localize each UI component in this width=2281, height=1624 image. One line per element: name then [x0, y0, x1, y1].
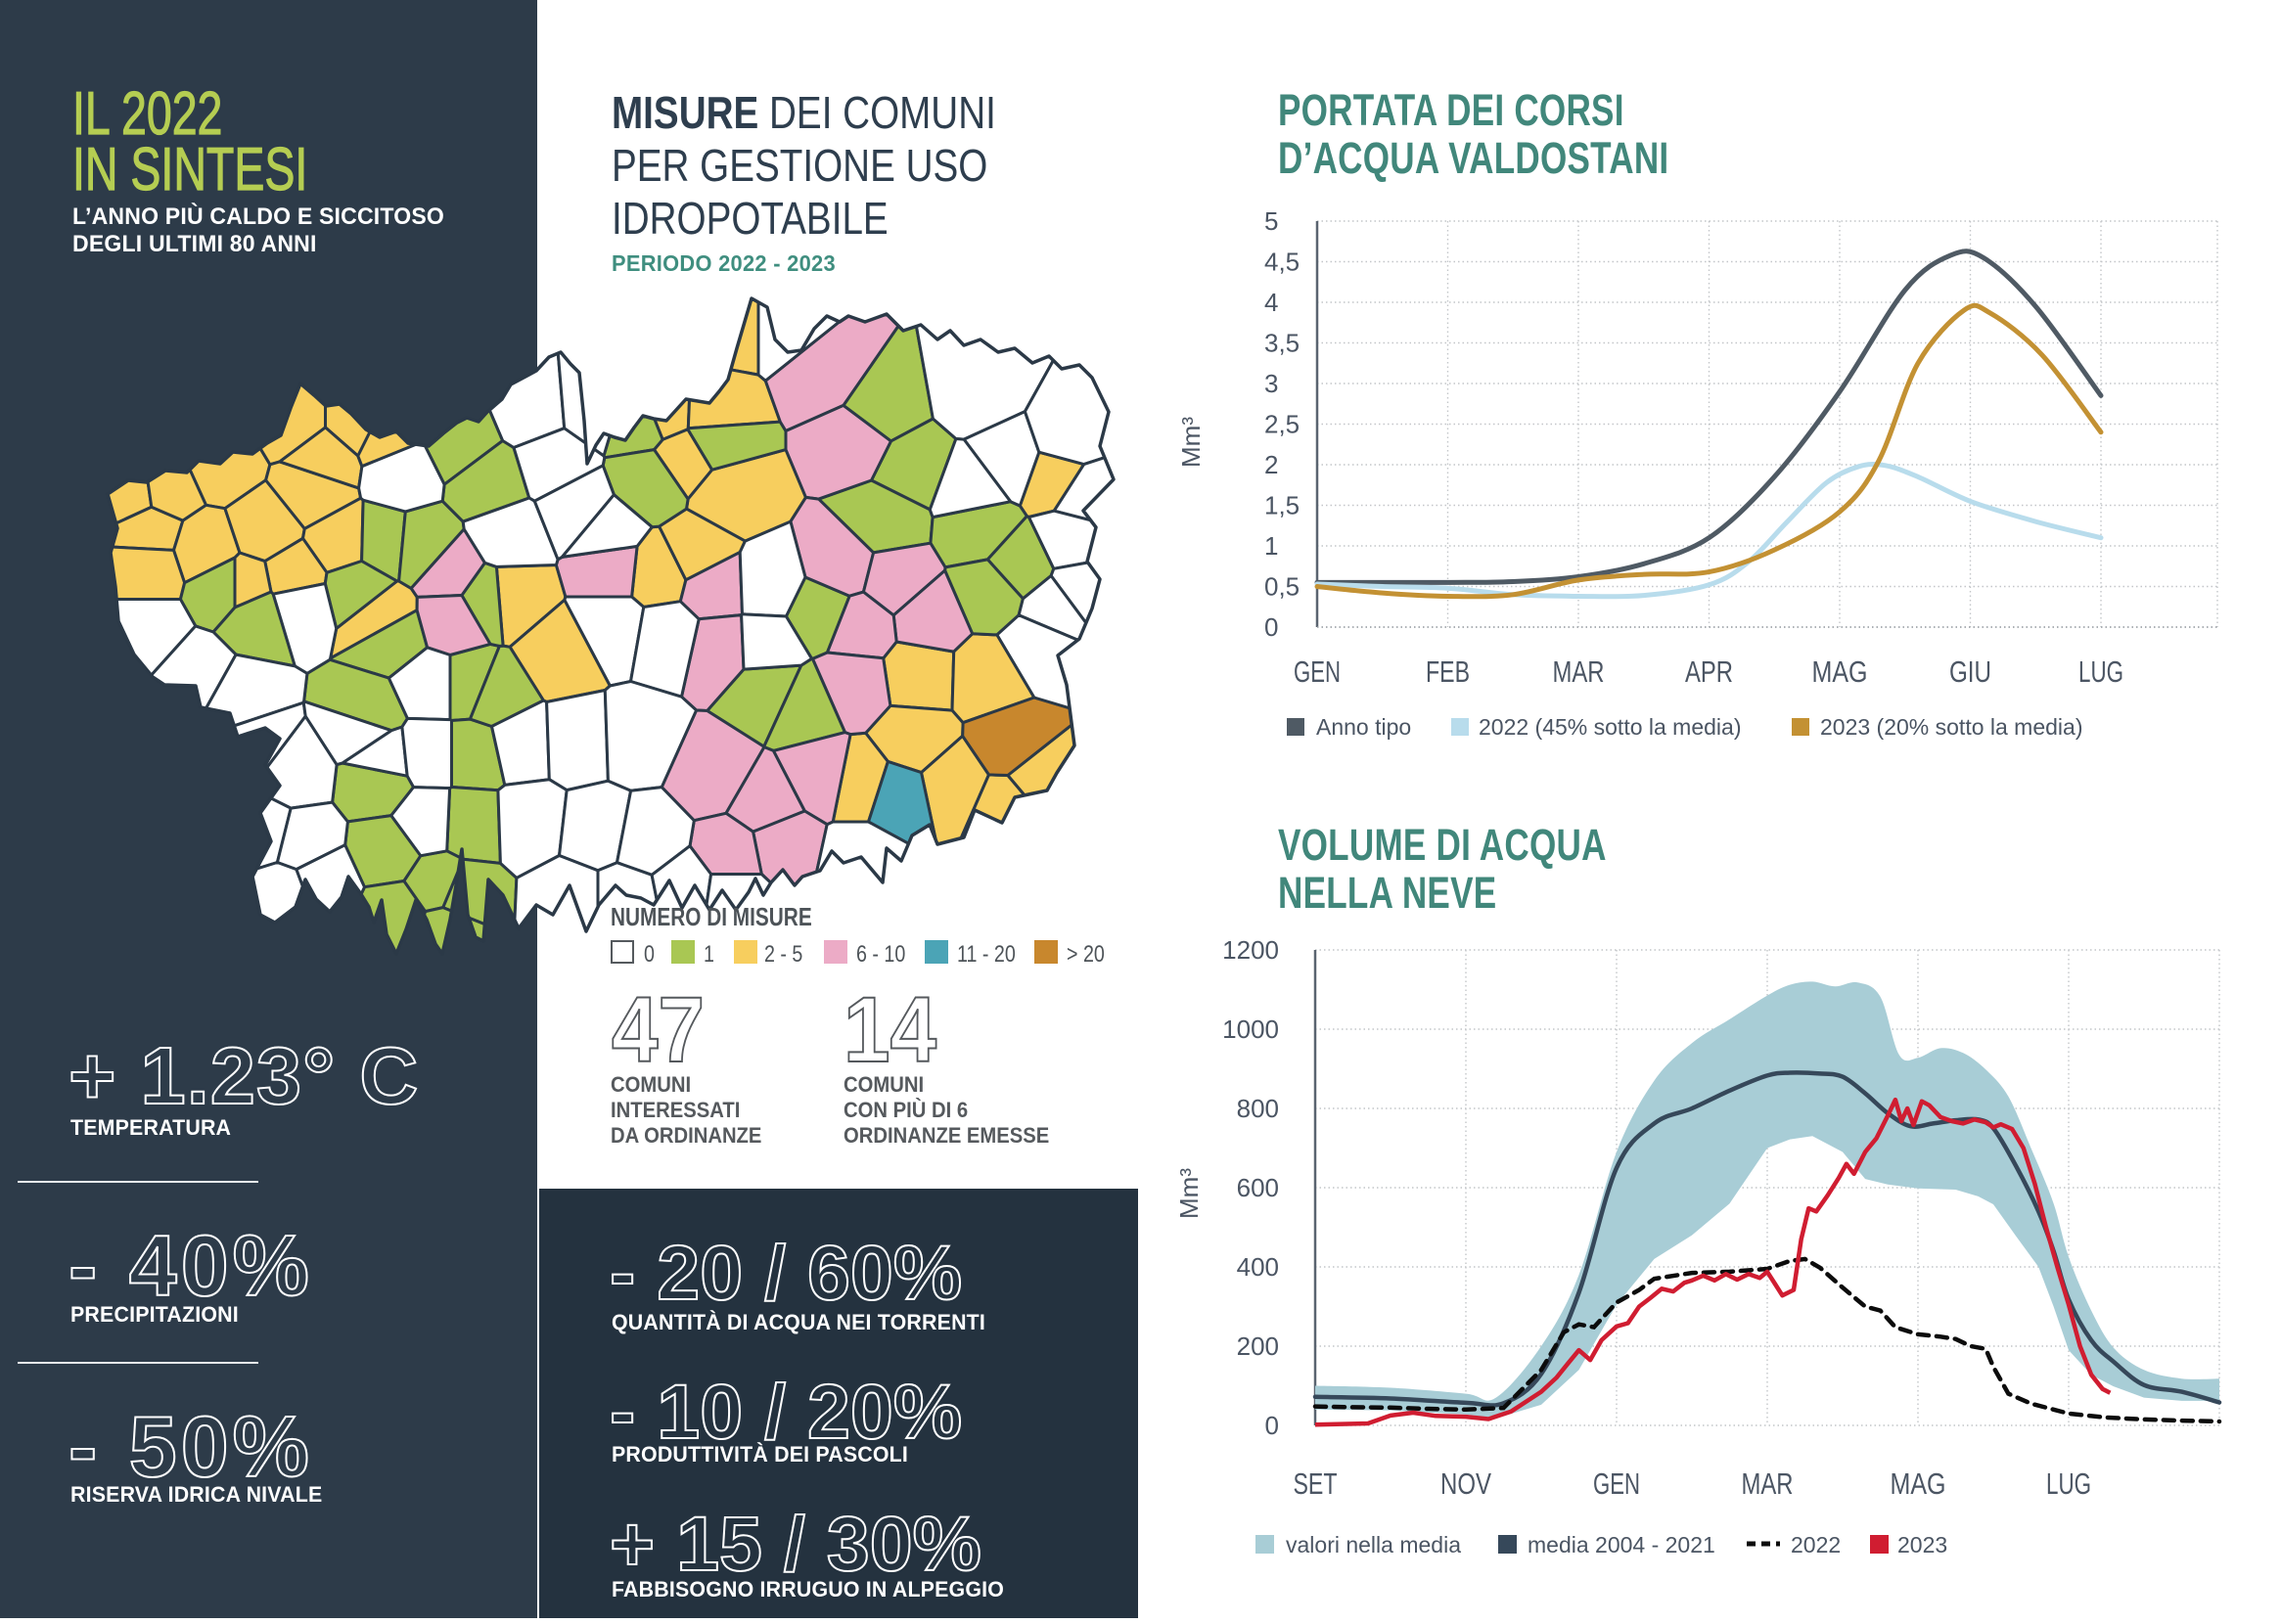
svg-text:APR: APR — [1685, 654, 1733, 689]
svg-text:5: 5 — [1264, 206, 1278, 236]
svg-text:MAG: MAG — [1891, 1466, 1946, 1501]
svg-text:0,5: 0,5 — [1264, 572, 1300, 602]
svg-text:Mm³: Mm³ — [1176, 417, 1206, 468]
svg-text:0: 0 — [1265, 1411, 1279, 1440]
svg-text:600: 600 — [1237, 1173, 1279, 1202]
svg-text:2023: 2023 — [1897, 1532, 1947, 1557]
svg-text:Mm³: Mm³ — [1174, 1168, 1204, 1219]
svg-text:GEN: GEN — [1593, 1466, 1640, 1501]
svg-text:800: 800 — [1237, 1094, 1279, 1123]
svg-text:2: 2 — [1264, 450, 1278, 479]
svg-text:GIU: GIU — [1949, 654, 1991, 689]
svg-text:1000: 1000 — [1222, 1015, 1279, 1044]
svg-text:LUG: LUG — [2078, 654, 2123, 689]
svg-text:400: 400 — [1237, 1252, 1279, 1282]
svg-text:0: 0 — [1264, 612, 1278, 642]
svg-text:GEN: GEN — [1294, 654, 1341, 689]
svg-text:2022 (45% sotto la media): 2022 (45% sotto la media) — [1479, 714, 1742, 740]
svg-text:SET: SET — [1294, 1466, 1338, 1501]
svg-text:1200: 1200 — [1222, 935, 1279, 965]
svg-text:200: 200 — [1237, 1331, 1279, 1361]
svg-text:LUG: LUG — [2046, 1466, 2091, 1501]
svg-text:4: 4 — [1264, 288, 1278, 317]
svg-text:NOV: NOV — [1440, 1466, 1491, 1501]
svg-text:FEB: FEB — [1426, 654, 1470, 689]
svg-text:2,5: 2,5 — [1264, 410, 1300, 439]
svg-text:valori nella media: valori nella media — [1286, 1532, 1461, 1557]
svg-text:MAR: MAR — [1553, 654, 1605, 689]
svg-text:3,5: 3,5 — [1264, 329, 1300, 358]
svg-text:3: 3 — [1264, 369, 1278, 398]
svg-text:MAG: MAG — [1812, 654, 1868, 689]
svg-text:1,5: 1,5 — [1264, 491, 1300, 520]
svg-text:MAR: MAR — [1742, 1466, 1794, 1501]
svg-text:2023 (20% sotto la media): 2023 (20% sotto la media) — [1820, 714, 2083, 740]
svg-text:4,5: 4,5 — [1264, 248, 1300, 277]
svg-text:Anno tipo: Anno tipo — [1316, 714, 1411, 740]
svg-text:1: 1 — [1264, 531, 1278, 561]
svg-text:2022: 2022 — [1791, 1532, 1841, 1557]
svg-text:media 2004 - 2021: media 2004 - 2021 — [1528, 1532, 1715, 1557]
